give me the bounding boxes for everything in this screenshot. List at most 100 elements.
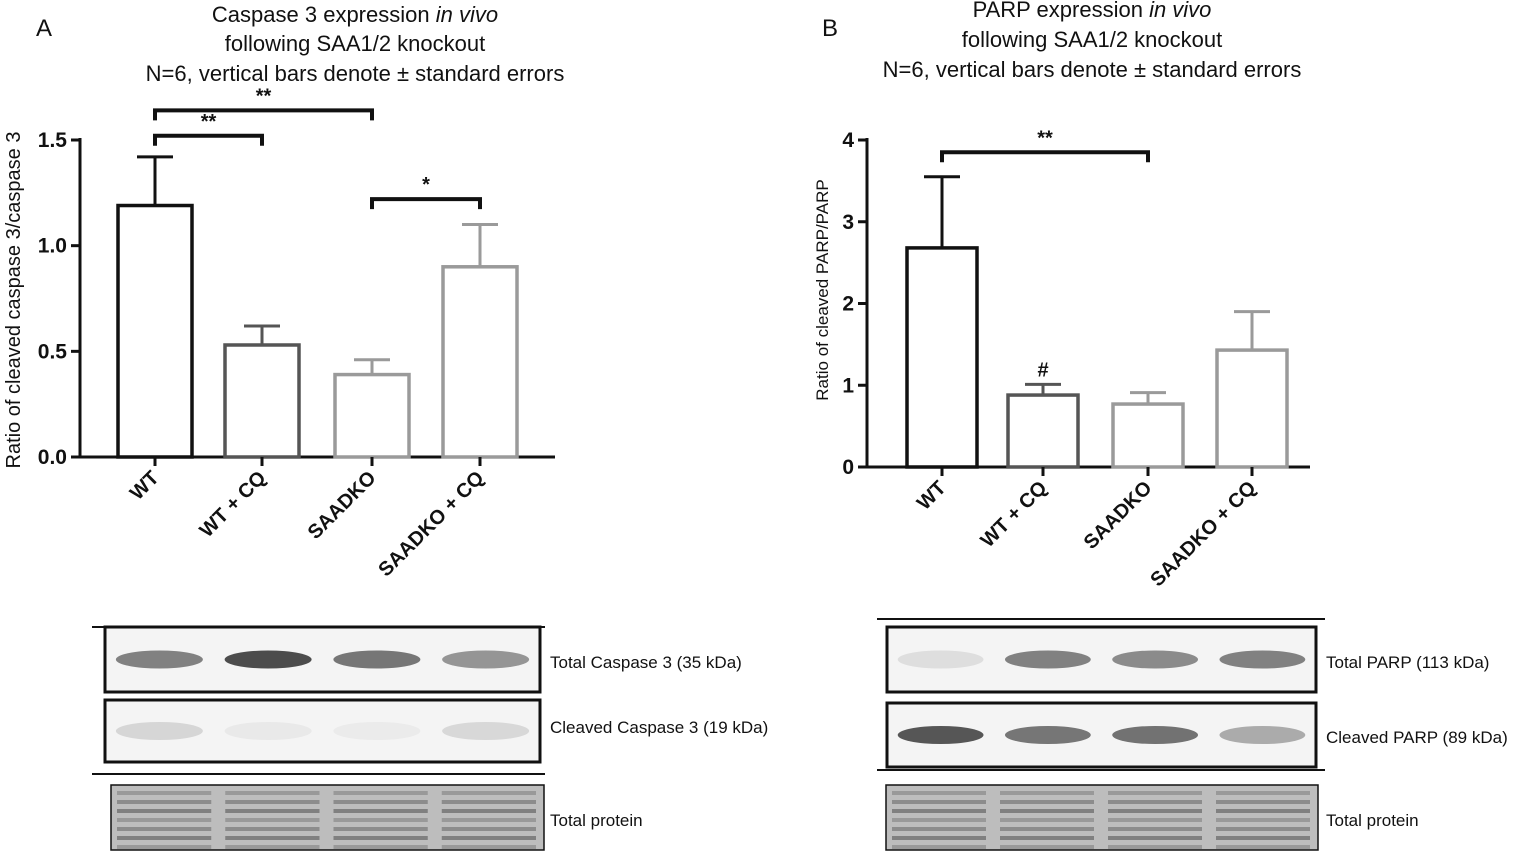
- significance-label: **: [1037, 127, 1053, 149]
- blot-band: [897, 726, 984, 744]
- blot-label: Cleaved Caspase 3 (19 kDa): [550, 718, 768, 737]
- protein-band: [1000, 800, 1094, 804]
- x-tick-label: WT: [913, 477, 951, 515]
- bar: [441, 265, 519, 459]
- protein-band: [441, 818, 536, 822]
- protein-band: [1216, 791, 1310, 795]
- blot-label: Cleaved PARP (89 kDa): [1326, 728, 1508, 747]
- protein-band: [1108, 791, 1202, 795]
- protein-band: [892, 845, 986, 849]
- blot-band: [1219, 650, 1306, 669]
- protein-band: [117, 809, 212, 813]
- blot-band: [333, 722, 421, 740]
- protein-band: [333, 800, 428, 804]
- x-tick-label: SAADKO: [304, 467, 381, 544]
- protein-band: [333, 845, 428, 849]
- protein-band: [225, 818, 320, 822]
- blot-strip: [103, 698, 542, 764]
- y-tick-label: 1.5: [38, 129, 68, 152]
- bar: [116, 203, 194, 459]
- chart-panel-b: B PARP expression in vivo following SAA1/2…: [813, 0, 1508, 851]
- protein-band: [441, 845, 536, 849]
- protein-band: [1108, 818, 1202, 822]
- protein-band: [1108, 800, 1202, 804]
- protein-band: [333, 827, 428, 831]
- bar: [905, 246, 979, 469]
- protein-band: [333, 791, 428, 795]
- blot-band: [1112, 726, 1199, 744]
- y-tick-label: 0.0: [38, 446, 67, 469]
- panel-label: A: [36, 15, 52, 42]
- protein-band: [225, 809, 320, 813]
- protein-band: [1216, 836, 1310, 840]
- blot-label: Total protein: [1326, 811, 1419, 830]
- blot-label: Total protein: [550, 811, 643, 830]
- protein-band: [441, 791, 536, 795]
- protein-band: [892, 818, 986, 822]
- protein-band: [441, 827, 536, 831]
- significance-label: *: [422, 174, 430, 196]
- protein-band: [892, 809, 986, 813]
- protein-band: [333, 836, 428, 840]
- protein-band: [225, 836, 320, 840]
- blot-band: [224, 650, 312, 669]
- chart-title-line: N=6, vertical bars denote ± standard err…: [883, 57, 1302, 82]
- protein-band: [1108, 845, 1202, 849]
- protein-band: [333, 809, 428, 813]
- bar: [1215, 348, 1289, 469]
- y-axis-title: Ratio of cleaved caspase 3/caspase 3: [3, 132, 25, 469]
- protein-band: [892, 791, 986, 795]
- y-tick-label: 2: [842, 293, 854, 316]
- protein-band: [1000, 818, 1094, 822]
- chart-title-line: N=6, vertical bars denote ± standard err…: [146, 61, 565, 86]
- significance-bracket: [153, 133, 264, 146]
- protein-band: [892, 827, 986, 831]
- significance-bracket: [940, 150, 1150, 163]
- chart-title-line: following SAA1/2 knockout: [225, 31, 486, 56]
- significance-bracket: [370, 197, 482, 210]
- protein-band: [441, 809, 536, 813]
- blot-label: Total Caspase 3 (35 kDa): [550, 653, 742, 672]
- x-tick-label: SAADKO + CQ: [374, 467, 488, 581]
- bar: [1006, 393, 1080, 469]
- protein-band: [225, 845, 320, 849]
- blot-band: [442, 722, 530, 740]
- chart-title-line: PARP expression in vivo: [973, 0, 1212, 22]
- protein-band: [1000, 845, 1094, 849]
- protein-band: [441, 800, 536, 804]
- protein-band: [117, 800, 212, 804]
- protein-band: [892, 800, 986, 804]
- y-axis-title: Ratio of cleaved PARP/PARP: [813, 179, 832, 400]
- blot-label: Total PARP (113 kDa): [1326, 653, 1489, 672]
- protein-band: [225, 791, 320, 795]
- protein-band: [1216, 845, 1310, 849]
- protein-band: [333, 818, 428, 822]
- y-tick-label: 1.0: [38, 235, 67, 258]
- protein-band: [1000, 791, 1094, 795]
- protein-band: [1108, 836, 1202, 840]
- blot-band: [333, 650, 421, 669]
- x-tick-label: WT + CQ: [196, 467, 271, 542]
- protein-band: [1000, 836, 1094, 840]
- protein-band: [892, 836, 986, 840]
- protein-band: [225, 800, 320, 804]
- x-tick-label: SAADKO: [1080, 477, 1157, 554]
- significance-bracket: [153, 108, 374, 121]
- protein-band: [1108, 827, 1202, 831]
- bar-annotation: #: [1037, 359, 1048, 381]
- x-tick-label: WT: [126, 467, 164, 505]
- protein-band: [117, 791, 212, 795]
- protein-band: [225, 827, 320, 831]
- y-tick-label: 4: [842, 129, 854, 152]
- protein-band: [1108, 809, 1202, 813]
- total-protein-strip: [885, 784, 1319, 851]
- protein-band: [1216, 818, 1310, 822]
- significance-label: **: [201, 111, 217, 133]
- total-protein-strip: [110, 784, 545, 851]
- x-tick-label: WT + CQ: [977, 477, 1052, 552]
- chart-panel-a: A Caspase 3 expression in vivo following S…: [3, 2, 768, 851]
- protein-band: [117, 836, 212, 840]
- bar: [333, 372, 411, 459]
- significance-label: **: [256, 85, 272, 107]
- blot-band: [1004, 650, 1091, 669]
